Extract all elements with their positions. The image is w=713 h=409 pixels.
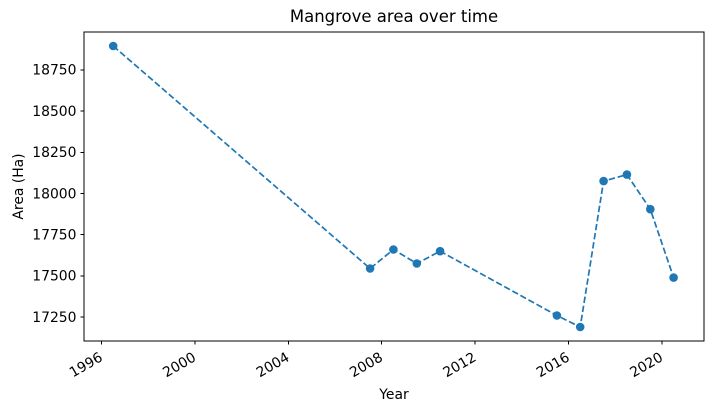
x-tick-label: 2020 — [627, 350, 666, 382]
data-point — [389, 245, 398, 254]
y-tick-label: 18250 — [32, 145, 76, 161]
y-tick-label: 18500 — [32, 104, 76, 120]
y-tick-label: 17750 — [32, 228, 76, 244]
data-point — [646, 204, 655, 214]
data-point — [552, 311, 562, 320]
x-tick-label: 2016 — [534, 350, 573, 382]
data-point — [669, 273, 678, 282]
data-point — [575, 322, 585, 332]
x-tick-label: 2012 — [441, 350, 480, 382]
plot-border — [83, 31, 705, 342]
x-tick-label: 2008 — [347, 350, 386, 382]
chart-title: Mangrove area over time — [290, 7, 498, 26]
x-axis-label: Year — [378, 387, 409, 403]
x-tick-label: 1996 — [67, 350, 106, 382]
x-tick-label: 2004 — [254, 350, 293, 382]
y-tick-label: 17250 — [32, 310, 76, 326]
y-tick-label: 18750 — [32, 63, 76, 79]
x-tick-label: 2000 — [160, 350, 199, 382]
data-line — [112, 45, 675, 329]
y-tick-label: 18000 — [32, 186, 76, 202]
y-axis-label: Area (Ha) — [11, 153, 27, 219]
data-point — [365, 264, 375, 273]
data-point — [599, 176, 608, 186]
plot-layer: 17250 17500 17750 18000 18250 18500 18750 1996 2… — [32, 31, 705, 382]
data-point — [622, 170, 632, 179]
y-tick-label: 17500 — [32, 269, 76, 285]
data-point — [412, 259, 422, 268]
data-point — [108, 41, 118, 51]
data-point — [435, 246, 445, 256]
